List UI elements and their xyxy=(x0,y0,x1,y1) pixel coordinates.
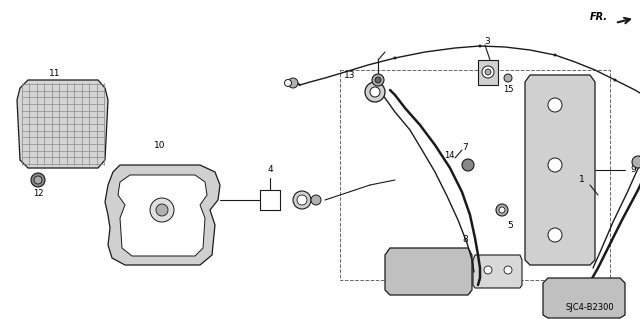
Text: 14: 14 xyxy=(445,151,455,160)
Circle shape xyxy=(554,54,556,56)
Circle shape xyxy=(297,195,307,205)
Circle shape xyxy=(479,45,481,47)
Circle shape xyxy=(614,79,616,81)
Circle shape xyxy=(484,266,492,274)
Text: 4: 4 xyxy=(267,166,273,174)
Text: 10: 10 xyxy=(154,140,166,150)
Polygon shape xyxy=(118,175,207,256)
Polygon shape xyxy=(478,60,498,85)
Polygon shape xyxy=(17,80,108,168)
Circle shape xyxy=(504,266,512,274)
Circle shape xyxy=(548,98,562,112)
Circle shape xyxy=(156,204,168,216)
Polygon shape xyxy=(105,165,220,265)
Circle shape xyxy=(293,191,311,209)
Text: 5: 5 xyxy=(507,220,513,229)
Polygon shape xyxy=(543,278,625,318)
Circle shape xyxy=(482,66,494,78)
Text: 15: 15 xyxy=(503,85,513,94)
Circle shape xyxy=(34,176,42,184)
Circle shape xyxy=(499,207,505,213)
Circle shape xyxy=(462,159,474,171)
Text: 1: 1 xyxy=(579,175,585,184)
Text: 3: 3 xyxy=(484,38,490,47)
Circle shape xyxy=(311,195,321,205)
Text: 11: 11 xyxy=(49,69,61,78)
Circle shape xyxy=(370,87,380,97)
Circle shape xyxy=(288,78,298,88)
Text: 7: 7 xyxy=(462,144,468,152)
Circle shape xyxy=(285,79,291,86)
Circle shape xyxy=(632,156,640,168)
Circle shape xyxy=(496,204,508,216)
Text: 9: 9 xyxy=(630,166,636,174)
Circle shape xyxy=(375,77,381,83)
Circle shape xyxy=(548,228,562,242)
Text: 8: 8 xyxy=(462,235,468,244)
Circle shape xyxy=(372,74,384,86)
Circle shape xyxy=(485,69,491,75)
Text: SJC4-B2300: SJC4-B2300 xyxy=(566,303,614,313)
Circle shape xyxy=(548,158,562,172)
Text: 12: 12 xyxy=(33,189,44,198)
Text: FR.: FR. xyxy=(590,12,608,22)
Circle shape xyxy=(150,198,174,222)
Polygon shape xyxy=(525,75,595,265)
Text: 13: 13 xyxy=(344,70,355,79)
Circle shape xyxy=(365,82,385,102)
Circle shape xyxy=(31,173,45,187)
Circle shape xyxy=(394,57,396,59)
Polygon shape xyxy=(473,255,522,288)
Polygon shape xyxy=(385,248,472,295)
Circle shape xyxy=(504,74,512,82)
